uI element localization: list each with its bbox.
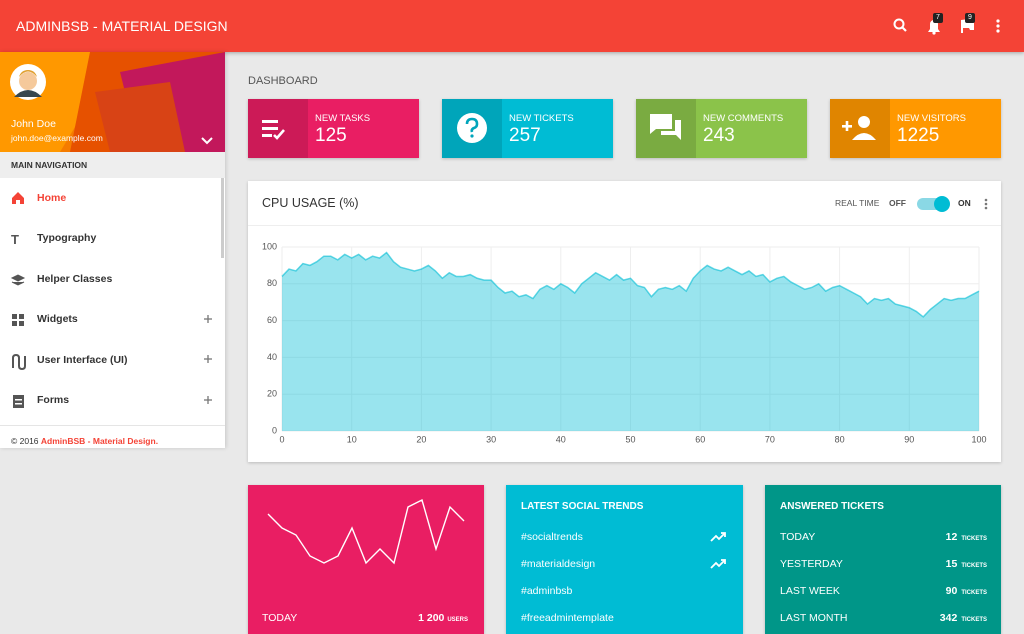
nav-icons: T [10,192,212,408]
nav-item[interactable]: Forms [37,394,70,406]
nav-item[interactable]: User Interface (UI) [37,353,128,366]
info-box-label: NEW VISITORS [897,113,966,124]
info-box-value: 257 [509,125,541,146]
notification-badge: 7 [936,14,940,21]
users-card: TODAY 1 200 USERS [248,485,484,634]
toolbar-icons [893,13,1000,35]
nav-item[interactable]: Helper Classes [37,272,113,285]
scrollbar[interactable] [221,178,224,258]
social-item[interactable]: #socialtrends [521,531,583,543]
svg-text:T: T [11,232,19,247]
info-box-value: 125 [315,125,347,146]
user-name: John Doe [11,118,56,130]
today-unit: USERS [447,617,468,623]
ticket-value: 342 [939,612,958,624]
nav-item[interactable]: Widgets [37,313,78,326]
info-box-label: NEW COMMENTS [703,113,784,124]
notification-icon[interactable] [928,13,943,35]
toggle-off: OFF [889,198,906,208]
page-title: DASHBOARD [248,75,318,87]
ticket-unit: TICKETS [961,536,987,542]
social-item[interactable]: #materialdesign [521,558,596,570]
box-icons [262,113,876,143]
info-box[interactable]: NEW TICKETS 257 [442,99,613,158]
info-box-icon [830,99,890,158]
toggle-on: ON [958,198,971,208]
today-count: 1 200 [418,612,445,624]
ticket-label: TODAY [780,531,816,543]
flag-icon[interactable] [961,13,975,33]
info-box-value: 243 [703,125,735,146]
footer: © 2016 AdminBSB - Material Design. [11,436,158,446]
ticket-label: LAST WEEK [780,585,840,597]
ticket-label: LAST MONTH [780,612,848,624]
sidebar: John Doe john.doe@example.com MAIN NAVIG… [0,52,225,448]
ticket-value: 90 [945,585,958,597]
chart-title: CPU USAGE (%) [262,196,359,210]
more-icon[interactable] [996,19,1000,33]
social-item[interactable]: #freeadmintemplate [521,612,614,624]
ticket-row: YESTERDAY 15 TICKETS [780,558,987,570]
info-box[interactable]: NEW VISITORS 1225 [830,99,1001,158]
ticket-row: TODAY 12 TICKETS [780,531,987,543]
tickets-title: ANSWERED TICKETS [780,501,884,512]
info-box-label: NEW TASKS [315,113,371,124]
footer-link[interactable]: AdminBSB - Material Design. [40,436,159,446]
info-box[interactable]: NEW TASKS 125 [248,99,419,158]
flag-badge: 9 [968,14,972,21]
ticket-unit: TICKETS [961,617,987,623]
ticket-value: 12 [945,531,958,543]
nav-heading: MAIN NAVIGATION [11,160,88,170]
user-background [0,52,225,152]
ticket-unit: TICKETS [961,563,987,569]
nav-item[interactable]: Typography [37,232,97,245]
cpu-card: CPU USAGE (%) REAL TIME OFF ON [248,181,1001,462]
toggle[interactable] [916,191,1001,217]
realtime-label: REAL TIME [835,198,880,208]
trend-icons [710,532,726,569]
app-title[interactable]: ADMINBSB - MATERIAL DESIGN [16,18,228,34]
tickets-card: ANSWERED TICKETS [765,485,1001,634]
ticket-label: YESTERDAY [780,558,843,570]
info-box-label: NEW TICKETS [509,113,574,124]
copyright: © 2016 [11,436,39,446]
nav-item[interactable]: Home [37,192,67,204]
social-item[interactable]: #adminbsb [521,585,573,597]
today-value: 1 200 USERS [418,612,468,624]
info-box-value: 1225 [897,125,940,146]
social-title: LATEST SOCIAL TRENDS [521,501,644,512]
user-email: john.doe@example.com [11,133,103,143]
social-card: LATEST SOCIAL TRENDS [506,485,743,634]
ticket-unit: TICKETS [961,590,987,596]
ticket-row: LAST MONTH 342 TICKETS [780,612,987,624]
search-icon[interactable] [893,18,907,32]
today-label: TODAY [262,612,298,624]
top-bar: ADMINBSB - MATERIAL DESIGN 7 9 [0,0,1024,52]
ticket-row: LAST WEEK 90 TICKETS [780,585,987,597]
ticket-value: 15 [945,558,958,570]
